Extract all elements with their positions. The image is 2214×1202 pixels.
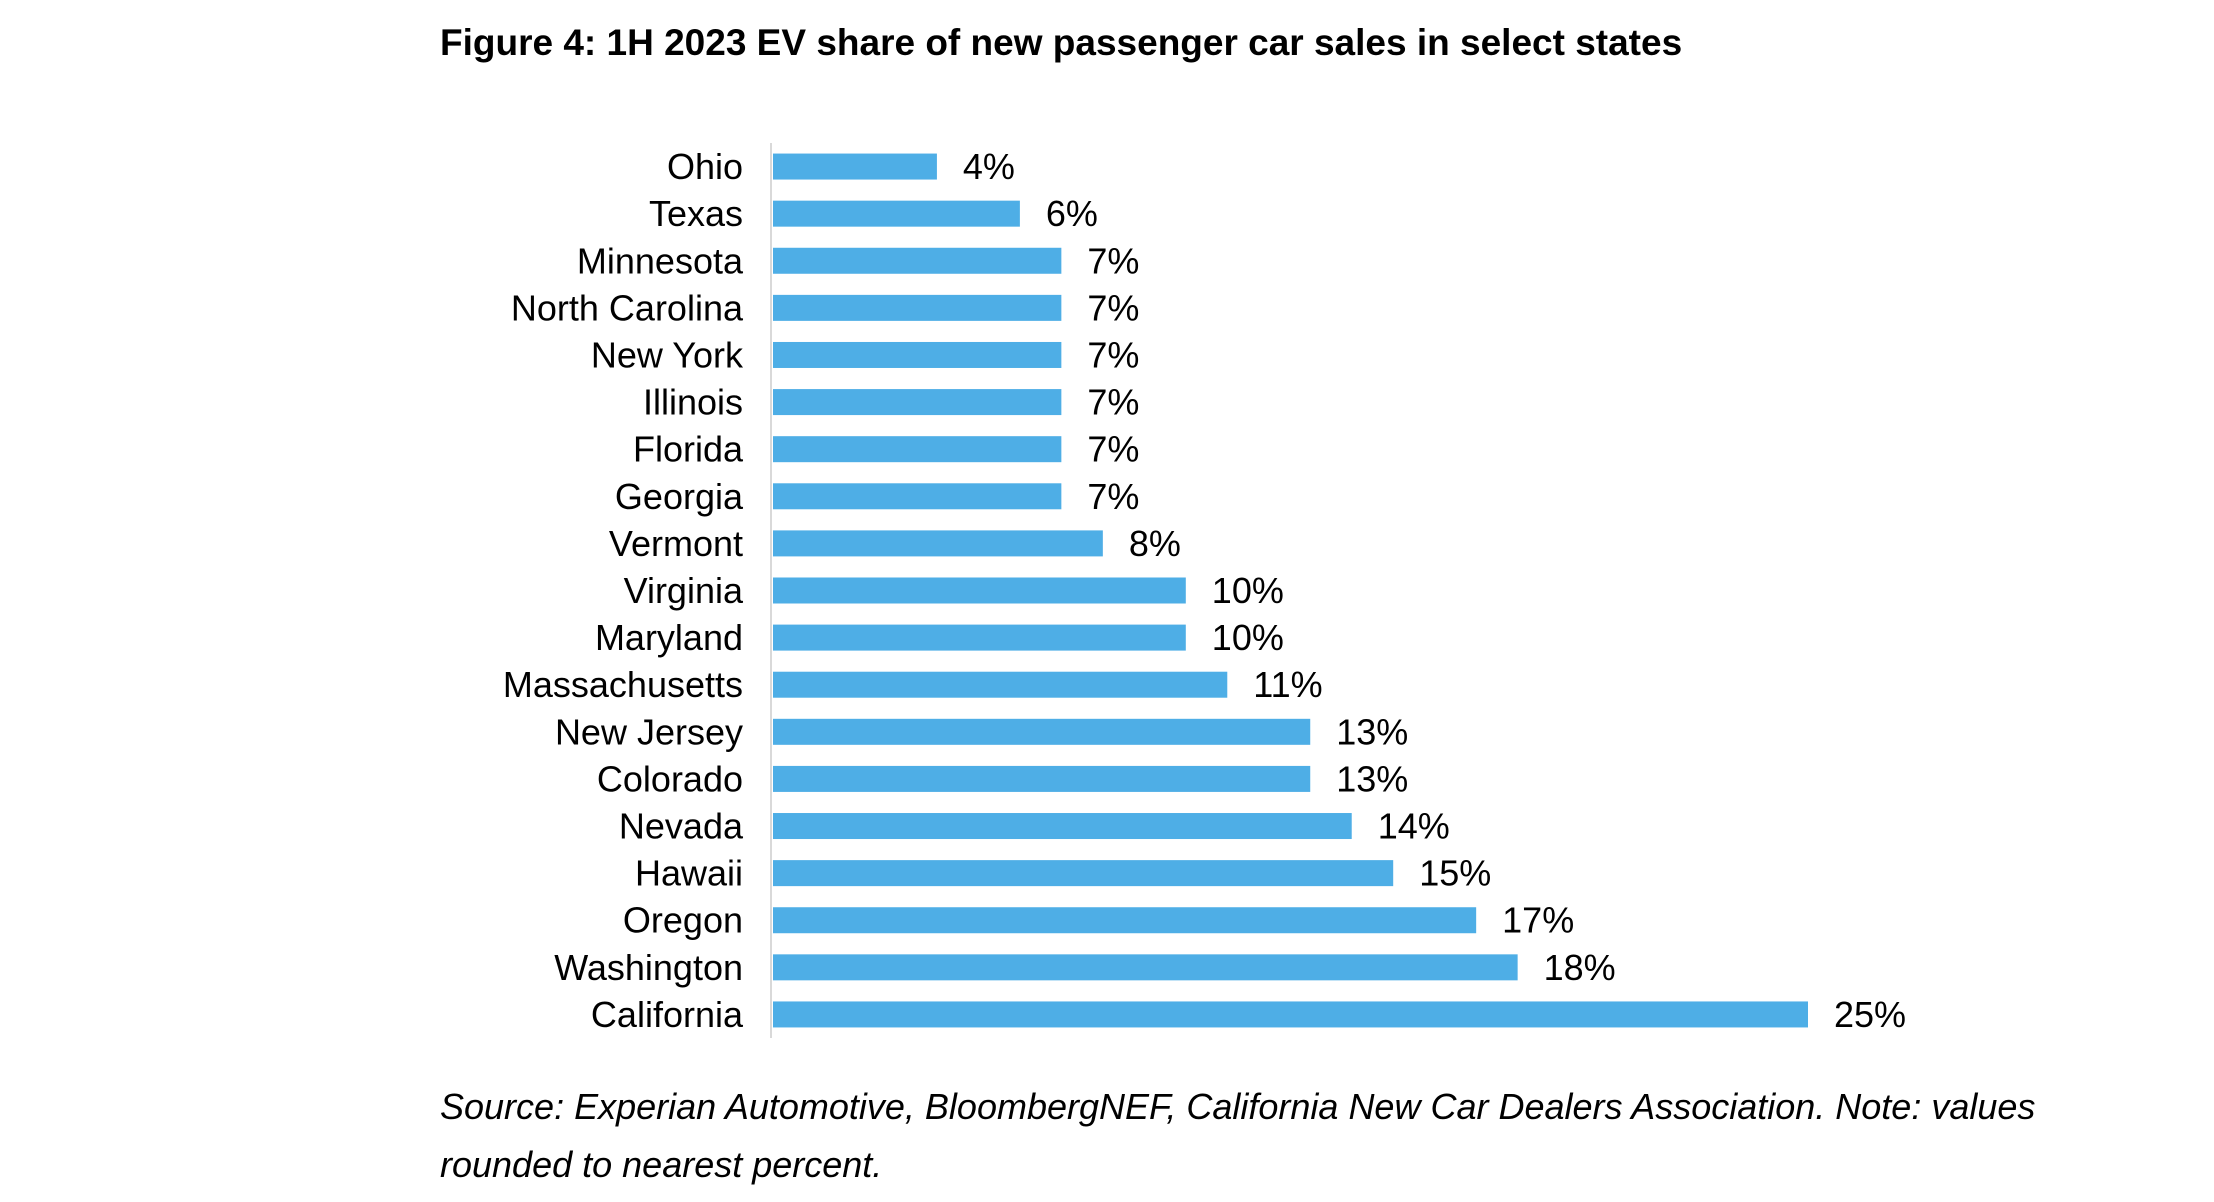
value-label-california: 25%	[1834, 994, 1906, 1035]
value-label-hawaii: 15%	[1419, 853, 1491, 894]
bar-nevada	[773, 813, 1352, 840]
bar-colorado	[773, 765, 1311, 792]
chart-title: Figure 4: 1H 2023 EV share of new passen…	[440, 22, 1683, 63]
value-label-virginia: 10%	[1212, 570, 1284, 611]
bar-new-jersey	[773, 718, 1311, 745]
value-label-georgia: 7%	[1087, 476, 1139, 517]
category-label-massachusetts: Massachusetts	[503, 664, 743, 705]
category-label-colorado: Colorado	[597, 758, 743, 799]
category-label-texas: Texas	[649, 193, 743, 234]
value-label-oregon: 17%	[1502, 900, 1574, 941]
category-label-new-york: New York	[591, 334, 744, 375]
category-label-minnesota: Minnesota	[577, 240, 744, 281]
value-label-minnesota: 7%	[1087, 240, 1139, 281]
value-label-florida: 7%	[1087, 429, 1139, 470]
bar-north-carolina	[773, 294, 1062, 321]
category-label-georgia: Georgia	[615, 476, 744, 517]
category-label-illinois: Illinois	[643, 382, 743, 423]
bar-georgia	[773, 483, 1062, 510]
value-label-massachusetts: 11%	[1253, 664, 1322, 705]
bar-vermont	[773, 530, 1103, 557]
bar-minnesota	[773, 247, 1062, 274]
value-label-illinois: 7%	[1087, 382, 1139, 423]
bar-ohio	[773, 153, 937, 180]
bar-illinois	[773, 389, 1062, 416]
value-label-vermont: 8%	[1129, 523, 1181, 564]
bar-washington	[773, 954, 1518, 981]
category-label-new-jersey: New Jersey	[555, 711, 743, 752]
value-label-texas: 6%	[1046, 193, 1098, 234]
bar-california	[773, 1001, 1808, 1028]
category-label-vermont: Vermont	[609, 523, 743, 564]
value-label-washington: 18%	[1544, 947, 1616, 988]
bar-oregon	[773, 907, 1477, 934]
bar-hawaii	[773, 860, 1394, 887]
category-label-florida: Florida	[633, 429, 744, 470]
category-label-maryland: Maryland	[595, 617, 743, 658]
value-label-new-jersey: 13%	[1336, 711, 1408, 752]
source-note: Source: Experian Automotive, BloombergNE…	[440, 1086, 2036, 1185]
value-label-colorado: 13%	[1336, 758, 1408, 799]
value-label-maryland: 10%	[1212, 617, 1284, 658]
value-label-nevada: 14%	[1378, 806, 1450, 847]
bar-texas	[773, 200, 1020, 227]
category-label-hawaii: Hawaii	[635, 853, 743, 894]
bar-florida	[773, 436, 1062, 463]
category-label-washington: Washington	[554, 947, 743, 988]
bar-maryland	[773, 624, 1186, 651]
category-label-virginia: Virginia	[624, 570, 744, 611]
value-label-new-york: 7%	[1087, 334, 1139, 375]
bar-new-york	[773, 341, 1062, 368]
value-label-north-carolina: 7%	[1087, 287, 1139, 328]
bar-virginia	[773, 577, 1186, 604]
category-label-oregon: Oregon	[623, 900, 743, 941]
category-label-california: California	[591, 994, 744, 1035]
category-label-nevada: Nevada	[619, 806, 744, 847]
bar-massachusetts	[773, 671, 1228, 698]
category-label-north-carolina: North Carolina	[511, 287, 744, 328]
value-label-ohio: 4%	[963, 146, 1015, 187]
category-label-ohio: Ohio	[667, 146, 743, 187]
